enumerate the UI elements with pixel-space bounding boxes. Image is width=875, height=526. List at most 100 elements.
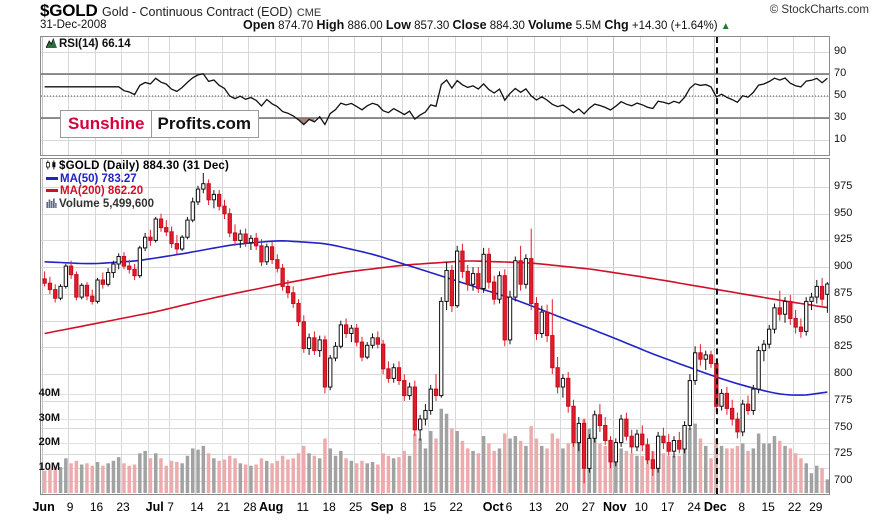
grid-line-vertical <box>195 159 197 494</box>
grid-line-vertical <box>766 159 768 494</box>
x-axis-day-label: 10 <box>634 500 648 514</box>
grid-line-horizontal <box>41 400 829 402</box>
rsi-plot-area <box>41 37 829 155</box>
grid-line-vertical <box>428 159 430 494</box>
grid-line-vertical <box>327 159 329 494</box>
grid-line-horizontal <box>41 347 829 349</box>
rsi-axis-label: 30 <box>834 111 847 123</box>
x-axis-day-label: 22 <box>787 500 802 514</box>
grid-line-vertical <box>692 159 694 494</box>
x-axis-day-label: 21 <box>216 500 231 514</box>
price-axis-label: 700 <box>834 474 853 487</box>
x-axis-day-label: 29 <box>809 500 823 514</box>
grid-line-horizontal-rsi <box>41 52 829 53</box>
price-axis-label: 875 <box>834 286 853 299</box>
legend-ma200-text: MA(200) 862.20 <box>60 185 144 198</box>
grid-line-horizontal <box>41 267 829 269</box>
close-value: 884.30 <box>489 20 525 32</box>
x-axis-month-label: Jul <box>145 500 164 514</box>
watermark-sunshine-profits: Sunshine Profits.com <box>60 110 260 138</box>
x-axis-day-label: 16 <box>89 500 104 514</box>
x-axis-day-label: 13 <box>528 500 543 514</box>
grid-line-vertical <box>793 159 794 494</box>
grid-line-vertical <box>221 159 223 494</box>
x-axis-day-label: 9 <box>66 500 74 514</box>
price-axis-label: 925 <box>834 233 853 246</box>
rsi-axis-label: 90 <box>834 45 847 57</box>
ma50-color-swatch <box>46 176 58 180</box>
low-value: 857.30 <box>414 20 450 32</box>
rsi-legend: RSI(14) 66.14 <box>46 38 131 50</box>
grid-line-vertical <box>454 159 456 494</box>
copyright-notice: © StockCharts.com <box>769 4 869 16</box>
x-axis-day-label: 11 <box>296 500 310 514</box>
volume-axis-label: 20M <box>38 436 60 449</box>
x-axis-day-label: 27 <box>581 500 596 514</box>
grid-line-vertical <box>380 159 382 494</box>
grid-line-vertical <box>94 159 96 494</box>
symbol-exchange: CME <box>296 7 322 19</box>
grid-line-vertical <box>666 159 668 494</box>
x-axis-month-label: Aug <box>258 500 284 514</box>
rsi-axis-label: 50 <box>834 89 847 101</box>
grid-line-vertical <box>168 159 170 494</box>
volume-axis-label: 10M <box>38 461 60 474</box>
x-axis-month-label: Sep <box>370 500 394 514</box>
open-label: Open <box>243 18 275 32</box>
grid-line-vertical <box>248 159 250 494</box>
grid-line-vertical <box>301 159 303 494</box>
grid-line-vertical <box>533 159 535 494</box>
legend-volume-text: Volume 5,499,600 <box>59 197 155 210</box>
grid-line-vertical <box>354 159 355 494</box>
price-axis-label: 850 <box>834 313 853 326</box>
x-axis-day-label: 25 <box>349 500 363 514</box>
grid-line-vertical <box>740 159 742 494</box>
x-axis-day-label: 8 <box>738 500 746 514</box>
x-axis-day-label: 14 <box>190 500 204 514</box>
quote-summary: Open 874.70 High 886.00 Low 857.30 Close… <box>243 18 731 32</box>
grid-line-volume <box>41 418 829 420</box>
x-axis-day-label: 15 <box>423 500 437 514</box>
x-axis-day-label: 8 <box>399 500 407 514</box>
x-axis-day-label: 18 <box>322 500 336 514</box>
grid-line-horizontal-rsi <box>41 140 829 141</box>
price-axis-label: 725 <box>834 447 853 460</box>
ma200-color-swatch <box>46 189 58 193</box>
mountain-icon <box>46 38 57 48</box>
grid-line-horizontal <box>41 427 829 429</box>
price-axis-label: 750 <box>834 420 853 433</box>
grid-line-horizontal <box>41 320 829 322</box>
legend-ma50-text: MA(50) 783.27 <box>60 172 137 185</box>
price-axis-label: 775 <box>834 393 853 406</box>
main-legend: $GOLD (Daily) 884.30 (31 Dec) MA(50) 783… <box>46 160 229 210</box>
grid-line-vertical <box>68 159 70 494</box>
price-axis-label: 825 <box>834 340 853 353</box>
change-label: Chg <box>604 18 629 32</box>
grid-line-vertical <box>401 159 403 494</box>
grid-line-horizontal <box>41 186 829 188</box>
grid-line-vertical <box>639 159 641 494</box>
open-value: 874.70 <box>278 20 314 32</box>
x-axis-month-label: Nov <box>602 500 627 514</box>
x-axis-day-label: 28 <box>243 500 257 514</box>
grid-line-horizontal <box>41 213 829 215</box>
price-axis-label: 975 <box>834 179 853 192</box>
chart-header: $GOLD Gold - Continuous Contract (EOD) C… <box>0 0 875 34</box>
change-value: +14.30 (+1.64%) <box>631 20 718 32</box>
x-axis-month-label: Dec <box>703 500 727 514</box>
x-axis-month-label: Oct <box>482 500 504 514</box>
legend-row-price: $GOLD (Daily) 884.30 (31 Dec) <box>46 160 229 173</box>
legend-row-ma50: MA(50) 783.27 <box>46 173 229 186</box>
x-axis-day-label: 6 <box>505 500 513 514</box>
legend-row-ma200: MA(200) 862.20 <box>46 185 229 198</box>
x-axis-day-label: 7 <box>167 500 174 514</box>
legend-row-volume: Volume 5,499,600 <box>46 198 229 211</box>
grid-line-vertical <box>814 159 816 494</box>
rsi-legend-text: RSI(14) 66.14 <box>59 38 131 50</box>
watermark-part2: Profits.com <box>150 111 259 137</box>
rsi-axis-label: 70 <box>834 67 847 79</box>
volume-axis-label: 40M <box>38 386 60 399</box>
price-axis-label: 900 <box>834 260 853 273</box>
symbol-line: $GOLD Gold - Continuous Contract (EOD) C… <box>40 1 321 21</box>
